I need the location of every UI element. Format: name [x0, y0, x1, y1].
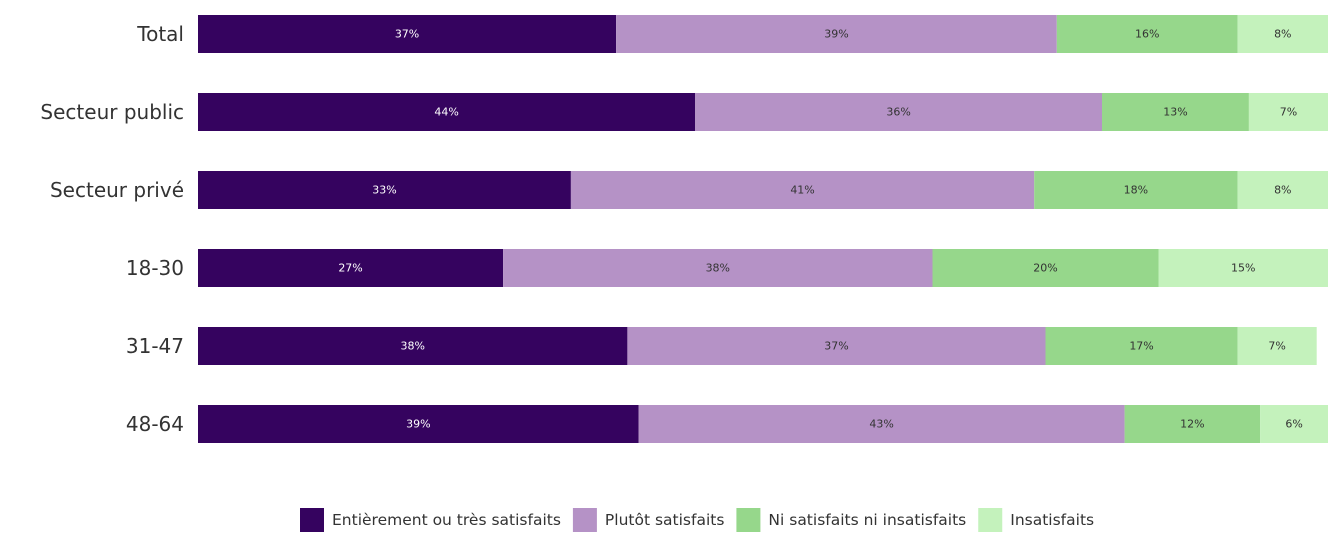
data-label-18-30-plutot-satisfaits: 38% — [706, 262, 730, 275]
legend-item-ni-satisfaits-ni-insatisfaits: Ni satisfaits ni insatisfaits — [736, 508, 966, 532]
data-label-total-plutot-satisfaits: 39% — [824, 28, 848, 41]
legend-swatch-insatisfaits — [978, 508, 1002, 532]
legend-item-plutot-satisfaits: Plutôt satisfaits — [573, 508, 725, 532]
data-label-secteur-public-insatisfaits: 7% — [1280, 106, 1297, 119]
category-label-secteur-public: Secteur public — [40, 100, 184, 124]
data-label-total-entierement-ou-tres-satisfaits: 37% — [395, 28, 419, 41]
data-label-18-30-insatisfaits: 15% — [1231, 262, 1255, 275]
legend-swatch-entierement-ou-tres-satisfaits — [300, 508, 324, 532]
category-label-48-64: 48-64 — [126, 412, 184, 436]
legend-item-insatisfaits: Insatisfaits — [978, 508, 1094, 532]
legend-swatch-plutot-satisfaits — [573, 508, 597, 532]
data-label-18-30-entierement-ou-tres-satisfaits: 27% — [338, 262, 362, 275]
data-label-secteur-prive-insatisfaits: 8% — [1274, 184, 1291, 197]
legend-label-entierement-ou-tres-satisfaits: Entièrement ou très satisfaits — [332, 511, 561, 529]
data-label-48-64-ni-satisfaits-ni-insatisfaits: 12% — [1180, 418, 1204, 431]
data-label-secteur-public-ni-satisfaits-ni-insatisfaits: 13% — [1163, 106, 1187, 119]
data-label-48-64-plutot-satisfaits: 43% — [869, 418, 893, 431]
legend: Entièrement ou très satisfaits Plutôt sat… — [300, 508, 1094, 532]
bars-layer: Total 37% 39% 16% 8% Secteur public 44% 36% 13% 7… — [40, 15, 1328, 443]
category-label-18-30: 18-30 — [126, 256, 184, 280]
data-label-18-30-ni-satisfaits-ni-insatisfaits: 20% — [1033, 262, 1057, 275]
legend-swatch-ni-satisfaits-ni-insatisfaits — [736, 508, 760, 532]
category-label-31-47: 31-47 — [126, 334, 184, 358]
legend-label-plutot-satisfaits: Plutôt satisfaits — [605, 511, 725, 529]
data-label-total-insatisfaits: 8% — [1274, 28, 1291, 41]
data-label-secteur-prive-entierement-ou-tres-satisfaits: 33% — [372, 184, 396, 197]
data-label-31-47-plutot-satisfaits: 37% — [824, 340, 848, 353]
legend-item-entierement-ou-tres-satisfaits: Entièrement ou très satisfaits — [300, 508, 561, 532]
data-label-48-64-entierement-ou-tres-satisfaits: 39% — [406, 418, 430, 431]
data-label-31-47-ni-satisfaits-ni-insatisfaits: 17% — [1129, 340, 1153, 353]
category-label-secteur-prive: Secteur privé — [50, 178, 184, 202]
data-label-secteur-prive-ni-satisfaits-ni-insatisfaits: 18% — [1124, 184, 1148, 197]
legend-label-ni-satisfaits-ni-insatisfaits: Ni satisfaits ni insatisfaits — [768, 511, 966, 529]
data-label-secteur-public-plutot-satisfaits: 36% — [886, 106, 910, 119]
data-label-secteur-public-entierement-ou-tres-satisfaits: 44% — [434, 106, 458, 119]
data-label-48-64-insatisfaits: 6% — [1285, 418, 1302, 431]
category-label-total: Total — [136, 22, 184, 46]
data-label-secteur-prive-plutot-satisfaits: 41% — [790, 184, 814, 197]
data-label-31-47-entierement-ou-tres-satisfaits: 38% — [400, 340, 424, 353]
data-label-31-47-insatisfaits: 7% — [1268, 340, 1285, 353]
data-label-total-ni-satisfaits-ni-insatisfaits: 16% — [1135, 28, 1159, 41]
legend-label-insatisfaits: Insatisfaits — [1010, 511, 1094, 529]
